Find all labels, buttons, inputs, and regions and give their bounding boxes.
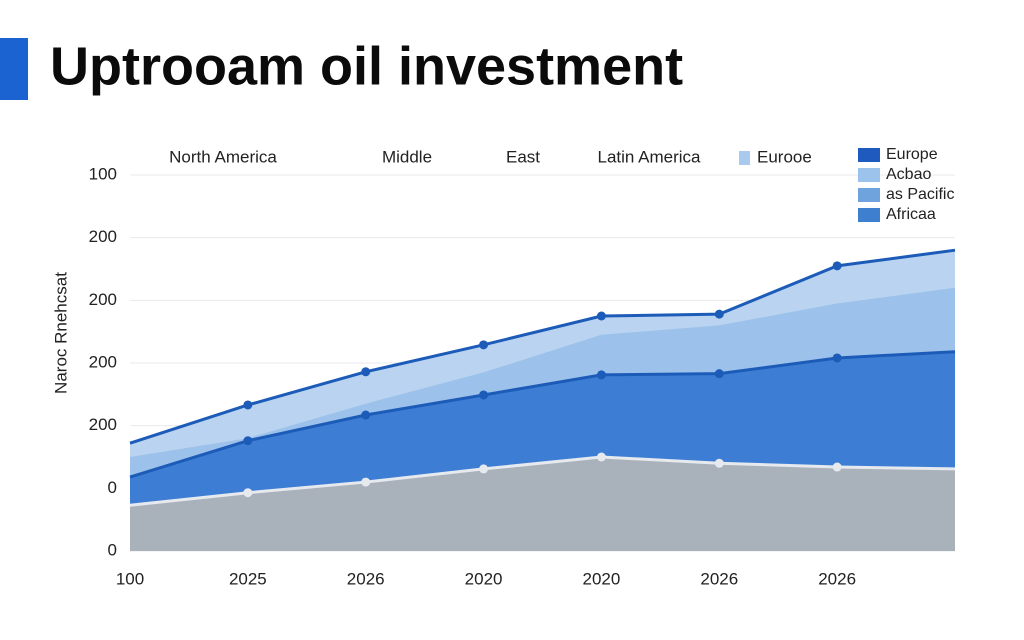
x-tick-label: 2025 bbox=[229, 569, 267, 588]
y-tick-label: 200 bbox=[89, 415, 117, 434]
x-tick-label: 2026 bbox=[818, 569, 856, 588]
chart-title: Uptrooam oil investment bbox=[50, 36, 683, 96]
marker bbox=[361, 410, 371, 420]
marker bbox=[832, 353, 842, 363]
y-tick-label: 0 bbox=[108, 540, 117, 559]
marker bbox=[596, 311, 606, 321]
marker bbox=[832, 261, 842, 271]
header-label: Eurooe bbox=[757, 147, 812, 166]
legend-label: Africaa bbox=[886, 206, 936, 223]
marker bbox=[714, 369, 724, 379]
legend-swatch bbox=[858, 148, 880, 162]
line bbox=[129, 455, 956, 507]
marker bbox=[596, 452, 606, 462]
x-tick-label: 2020 bbox=[583, 569, 621, 588]
x-tick-label: 2026 bbox=[347, 569, 385, 588]
x-tick-label: 2020 bbox=[465, 569, 503, 588]
marker bbox=[243, 436, 253, 446]
line bbox=[129, 248, 956, 445]
y-tick-label: 200 bbox=[89, 352, 117, 371]
legend-label: Acbao bbox=[886, 166, 931, 183]
header-label: East bbox=[506, 147, 540, 166]
y-tick-label: 200 bbox=[89, 290, 117, 309]
marker bbox=[479, 464, 489, 474]
header-label: North America bbox=[169, 147, 277, 166]
x-tick-label: 100 bbox=[116, 569, 144, 588]
title-accent bbox=[0, 38, 28, 100]
header-swatch bbox=[739, 151, 750, 165]
marker bbox=[243, 488, 253, 498]
legend-label: as Pacific bbox=[886, 186, 954, 203]
marker bbox=[479, 390, 489, 400]
marker bbox=[596, 370, 606, 380]
legend-swatch bbox=[858, 208, 880, 222]
marker bbox=[832, 462, 842, 472]
marker bbox=[714, 309, 724, 319]
header-label: Latin America bbox=[598, 147, 702, 166]
legend-label: Europe bbox=[886, 146, 938, 163]
marker bbox=[361, 477, 371, 487]
x-tick-label: 2026 bbox=[700, 569, 738, 588]
line bbox=[129, 350, 956, 479]
header-label: Middle bbox=[382, 147, 432, 166]
legend-swatch bbox=[858, 188, 880, 202]
legend-swatch bbox=[858, 168, 880, 182]
marker bbox=[714, 458, 724, 468]
marker bbox=[243, 400, 253, 410]
y-axis-label: Naroc Rnehcsat bbox=[51, 272, 70, 394]
y-tick-label: 200 bbox=[89, 227, 117, 246]
marker bbox=[361, 367, 371, 377]
marker bbox=[479, 340, 489, 350]
area bbox=[130, 457, 955, 551]
y-tick-label: 0 bbox=[108, 478, 117, 497]
y-tick-label: 100 bbox=[89, 164, 117, 183]
